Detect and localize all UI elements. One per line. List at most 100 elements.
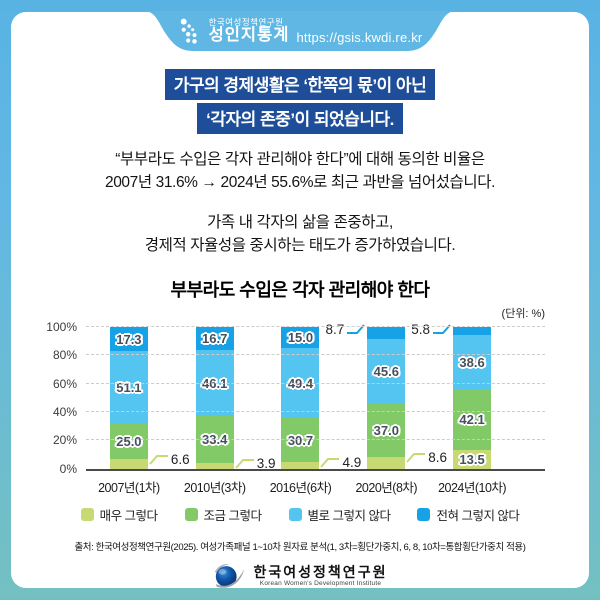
legend-label: 조금 그렇다	[203, 508, 262, 523]
footer-org-en: Korean Women's Development Institute	[259, 580, 382, 587]
stacked-bar: 8.6 37.0 45.6 8.7	[326, 322, 447, 469]
segment-value: 15.0	[287, 329, 314, 345]
bar-segment: 45.6	[367, 339, 406, 405]
gridline	[86, 410, 545, 412]
stacked-bar: 3.9 33.4 46.1 16.7	[195, 326, 275, 471]
bar-segment: 15.0	[281, 326, 320, 349]
segment-value: 13.5	[459, 451, 485, 467]
y-tick-label: 100%	[46, 319, 77, 334]
segment-value: 42.1	[459, 412, 485, 428]
y-tick-label: 60%	[52, 376, 77, 391]
bar-segment	[281, 461, 320, 469]
gridline	[86, 439, 545, 441]
source-note: 출처: 한국여성정책연구원(2025). 여성가족패널 1~10차 원자료 분석…	[74, 541, 526, 553]
bar-column: 3.9 33.4 46.1 16.7	[172, 326, 275, 471]
intro-p1-line1: “부부라도 수입은 각자 관리해야 한다”에 대해 동의한 비율은	[115, 151, 485, 168]
gridline	[86, 325, 545, 327]
intro-p1-line2: 2007년 31.6% → 2024년 55.6%로 최근 과반을 넘어섰습니다…	[104, 173, 496, 191]
headline-line2: ‘각자의 존중’이 되었습니다.	[197, 103, 403, 134]
bar-segment	[453, 326, 492, 336]
callout-connector	[406, 452, 426, 463]
x-axis-label: 2024년(10차)	[438, 480, 507, 495]
bar-segment	[109, 459, 148, 469]
callout-value: 6.6	[170, 452, 190, 468]
callout-label: 5.8	[411, 322, 452, 337]
callout-label: 8.7	[326, 322, 367, 337]
legend-swatch	[80, 507, 94, 521]
legend-item: 조금 그렇다	[184, 505, 262, 524]
header-tab-shape	[144, 11, 456, 51]
bar-segment: 38.6	[453, 335, 492, 390]
y-tick-label: 40%	[52, 404, 77, 419]
y-axis: 0% 20% 40% 60% 80% 100%	[31, 320, 86, 476]
bar-segment: 37.0	[367, 404, 406, 457]
callout-label: 4.9	[320, 455, 361, 470]
y-tick-label: 20%	[52, 433, 77, 448]
header-tab: 한국여성정책연구원 성인지통계 https://gsis.kwdi.re.kr	[144, 11, 456, 52]
service-name: 성인지통계	[208, 25, 290, 44]
bar-column: 8.6 37.0 45.6 8.7	[326, 322, 447, 469]
callout-connector	[149, 455, 168, 466]
bar-segment: 51.1	[109, 351, 148, 424]
legend-label: 별로 그렇지 않다	[307, 508, 391, 523]
bar-segment: 25.0	[109, 423, 148, 460]
bar-column: 6.6 25.0 51.1 17.3	[86, 326, 190, 469]
x-axis-label: 2007년(1차)	[98, 480, 160, 495]
intro-paragraph-2: 가족 내 각자의 삶을 존중하고, 경제적 자율성을 중시하는 태도가 증가하였…	[11, 212, 589, 258]
content-card: 한국여성정책연구원 성인지통계 https://gsis.kwdi.re.kr …	[11, 11, 589, 591]
segment-value: 51.1	[116, 380, 142, 396]
legend-swatch	[184, 507, 198, 521]
x-axis-label: 2010년(3차)	[183, 480, 246, 495]
legend-item: 별로 그렇지 않다	[288, 505, 391, 524]
legend-item: 매우 그렇다	[80, 505, 158, 524]
bar-column: 4.9 30.7 49.4 15.0	[258, 326, 361, 470]
callout-connector	[433, 324, 451, 334]
legend-label: 전혀 그렇지 않다	[436, 508, 520, 523]
callout-connector	[234, 459, 254, 469]
bar-segment: 17.3	[109, 326, 148, 352]
footer-org-kr: 한국여성정책연구원	[253, 564, 388, 580]
stacked-bar: 13.5 42.1 38.6 5.8	[411, 322, 492, 469]
org-name-small: 한국여성정책연구원	[208, 16, 284, 27]
segment-value: 45.6	[373, 364, 399, 380]
bar-segment: 42.1	[453, 389, 492, 450]
legend-swatch	[288, 507, 302, 521]
callout-connector	[347, 324, 366, 334]
callout-value: 5.8	[411, 321, 431, 337]
x-axis-label: 2020년(8차)	[355, 480, 418, 495]
unit-label: (단위: %)	[501, 307, 545, 320]
intro-paragraph-1: “부부라도 수입은 각자 관리해야 한다”에 대해 동의한 비율은 2007년 …	[11, 149, 589, 195]
callout-value: 4.9	[342, 454, 362, 470]
header-logo-group: 한국여성정책연구원 성인지통계 https://gsis.kwdi.re.kr	[144, 14, 456, 48]
plot-area: 6.6 25.0 51.1 17.3 3.9 33.4 46.1 16.7 4.9 30.7 49.…	[86, 322, 545, 471]
stacked-bar: 4.9 30.7 49.4 15.0	[281, 326, 361, 470]
x-labels-row: 2007년(1차) 2010년(3차) 2016년(6차) 2020년(8차) 2024…	[86, 477, 515, 496]
chart-area: 0% 20% 40% 60% 80% 100% 6.6 25.0 51.1 17.3 3.9 33.…	[31, 320, 545, 476]
chart-title: 부부라도 수입은 각자 관리해야 한다	[170, 279, 430, 300]
segment-value: 37.0	[373, 422, 399, 438]
legend-label: 매우 그렇다	[99, 508, 158, 523]
gridline	[86, 382, 545, 384]
footer-logo: 한국여성정책연구원 Korean Women's Development Ins…	[11, 562, 589, 591]
bar-segment	[367, 456, 406, 469]
gridline	[86, 354, 545, 356]
bar-column: 13.5 42.1 38.6 5.8	[411, 322, 515, 469]
headline: 가구의 경제생활은 ‘한쪽의 몫’이 아닌 ‘각자의 존중’이 되었습니다.	[11, 12, 589, 134]
callout-value: 8.6	[428, 449, 448, 465]
callout-label: 6.6	[149, 452, 190, 467]
bars-row: 6.6 25.0 51.1 17.3 3.9 33.4 46.1 16.7 4.9 30.7 49.…	[86, 322, 515, 471]
bar-segment	[195, 463, 234, 469]
segment-value: 38.6	[459, 354, 485, 370]
segment-value: 25.0	[116, 434, 142, 450]
stacked-bar: 6.6 25.0 51.1 17.3	[109, 326, 190, 469]
y-tick-label: 0%	[59, 461, 77, 476]
segment-value: 16.7	[202, 331, 228, 347]
y-tick-label: 80%	[52, 348, 77, 363]
bar-segment	[367, 326, 406, 340]
callout-label: 3.9	[234, 456, 276, 472]
logo-text-stack: 한국여성정책연구원 성인지통계	[208, 16, 290, 44]
callout-value: 3.9	[256, 456, 276, 472]
callout-label: 8.6	[406, 450, 447, 465]
kwdi-dots-icon	[180, 18, 197, 44]
